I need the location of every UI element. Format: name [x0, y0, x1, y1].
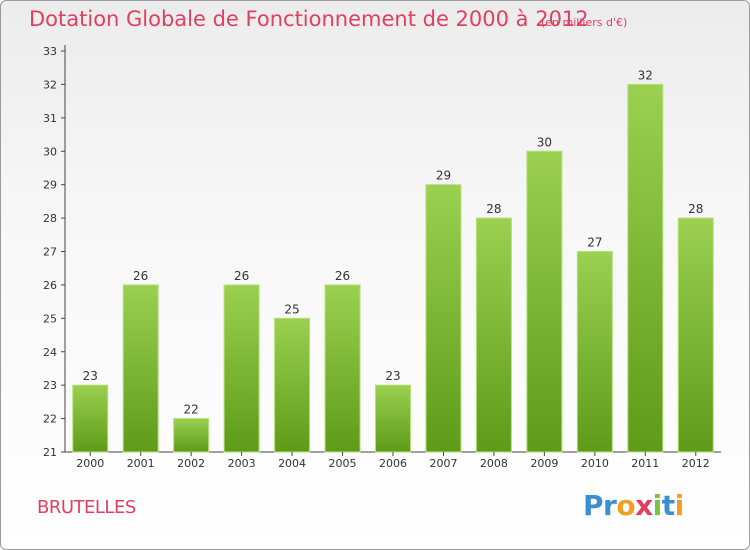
y-tick-label: 22	[43, 413, 57, 426]
x-tick-label: 2007	[429, 457, 457, 470]
chart-title: Dotation Globale de Fonctionnement de 20…	[29, 7, 589, 31]
data-label: 32	[638, 68, 653, 82]
x-tick-label: 2004	[278, 457, 306, 470]
proxiti-logo[interactable]: Proxiti	[583, 489, 684, 522]
bar	[72, 384, 109, 453]
logo-letter: t	[661, 489, 675, 522]
commune-name: BRUTELLES	[37, 497, 136, 518]
x-tick-label: 2008	[480, 457, 508, 470]
y-tick-label: 32	[43, 78, 57, 91]
y-tick-label: 25	[43, 312, 57, 325]
chart-subtitle: (en milliers d'€)	[541, 16, 628, 29]
y-tick-label: 27	[43, 246, 57, 259]
data-label: 27	[587, 236, 602, 250]
x-tick-label: 2000	[76, 457, 104, 470]
y-tick-label: 28	[43, 212, 57, 225]
bar	[526, 150, 563, 453]
x-tick-label: 2001	[127, 457, 155, 470]
data-label: 26	[335, 269, 350, 283]
logo-letter: i	[652, 489, 663, 522]
data-label: 29	[436, 169, 451, 183]
x-tick-label: 2002	[177, 457, 205, 470]
bar	[425, 184, 462, 453]
y-tick-label: 26	[43, 279, 57, 292]
bar	[475, 217, 512, 453]
y-tick-label: 24	[43, 346, 57, 359]
data-label: 22	[184, 403, 199, 417]
logo-letter: P	[583, 489, 604, 522]
y-tick-label: 30	[43, 145, 57, 158]
data-label: 30	[537, 135, 552, 149]
data-label: 28	[688, 202, 703, 216]
data-label: 28	[486, 202, 501, 216]
logo-letter: x	[635, 489, 653, 522]
y-tick-label: 23	[43, 379, 57, 392]
x-tick-label: 2009	[530, 457, 558, 470]
bar	[274, 317, 311, 453]
logo-letter: o	[616, 489, 636, 522]
data-label: 26	[133, 269, 148, 283]
data-label: 26	[234, 269, 249, 283]
x-tick-label: 2003	[228, 457, 256, 470]
data-label: 25	[284, 302, 299, 316]
logo-letter: i	[674, 489, 685, 522]
bar	[223, 284, 260, 453]
bar	[576, 251, 613, 453]
bar	[173, 418, 210, 453]
y-tick-label: 33	[43, 45, 57, 58]
data-label: 23	[385, 369, 400, 383]
bar	[122, 284, 159, 453]
y-tick-label: 31	[43, 112, 57, 125]
bar	[324, 284, 361, 453]
x-tick-label: 2010	[581, 457, 609, 470]
x-tick-label: 2006	[379, 457, 407, 470]
y-tick-label: 21	[43, 446, 57, 459]
bar	[627, 83, 664, 453]
x-tick-label: 2012	[682, 457, 710, 470]
x-tick-label: 2005	[329, 457, 357, 470]
x-tick-label: 2011	[631, 457, 659, 470]
bar	[677, 217, 714, 453]
logo-letter: r	[603, 489, 617, 522]
data-label: 23	[83, 369, 98, 383]
y-tick-label: 29	[43, 179, 57, 192]
bar	[375, 384, 411, 453]
